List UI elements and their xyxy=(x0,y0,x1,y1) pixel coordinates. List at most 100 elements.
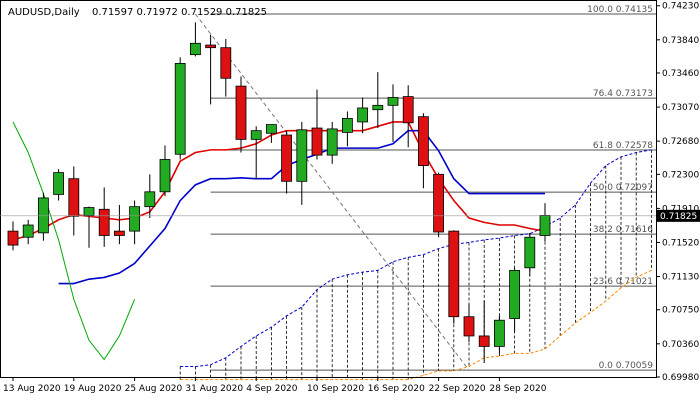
candle-body xyxy=(448,230,460,318)
candle xyxy=(220,38,232,97)
candle xyxy=(68,166,80,236)
x-tick-label: 4 Sep 2020 xyxy=(246,384,298,394)
current-price-label: 0.71825 xyxy=(660,212,697,222)
candle xyxy=(22,219,34,245)
fib-level-label: 100.0 0.74135 xyxy=(587,5,653,15)
candle xyxy=(83,206,95,248)
candle xyxy=(296,121,308,205)
indicator-line xyxy=(12,121,136,361)
candle xyxy=(38,192,49,241)
candle-body xyxy=(417,116,429,167)
candle-body xyxy=(250,130,262,140)
x-tick-label: 25 Aug 2020 xyxy=(125,384,183,394)
candle-body xyxy=(326,128,338,156)
candle-body xyxy=(478,335,490,347)
candle-body xyxy=(433,173,445,233)
candle xyxy=(144,174,156,219)
candle-body xyxy=(220,47,232,79)
candle xyxy=(387,84,399,143)
candle xyxy=(524,232,536,276)
candle xyxy=(478,301,490,364)
candle xyxy=(250,126,262,180)
candle-body xyxy=(53,172,64,195)
candle-body xyxy=(189,42,201,56)
trend-line xyxy=(195,13,470,371)
cloud-upper-line xyxy=(180,149,652,368)
x-tick-label: 16 Sep 2020 xyxy=(368,384,425,394)
ohlc-readout: 0.71597 0.71972 0.71529 0.71825 xyxy=(92,7,267,18)
candle xyxy=(539,203,551,242)
y-tick-label: 0.70360 xyxy=(662,340,699,350)
candle-body xyxy=(144,191,156,208)
y-tick-label: 0.72680 xyxy=(662,137,699,147)
candle xyxy=(53,169,64,201)
candle xyxy=(357,97,369,134)
candle-body xyxy=(114,230,125,236)
candle xyxy=(265,124,277,143)
fib-level-label: 23.6 0.71021 xyxy=(593,277,653,287)
candle-body xyxy=(539,214,551,236)
y-tick-label: 0.71130 xyxy=(662,273,699,283)
candle-body xyxy=(311,127,323,156)
candle xyxy=(7,221,19,251)
candle xyxy=(448,230,460,324)
candle-body xyxy=(341,118,353,133)
current-price-box xyxy=(657,209,700,222)
candle xyxy=(311,89,323,160)
x-tick-label: 28 Sep 2020 xyxy=(489,384,546,394)
x-tick-label: 31 Aug 2020 xyxy=(185,384,243,394)
fib-level-label: 0.0 0.70059 xyxy=(599,361,654,371)
y-tick-label: 0.73460 xyxy=(662,69,699,79)
x-tick-label: 10 Sep 2020 xyxy=(307,384,364,394)
candle xyxy=(98,187,110,247)
candle-body xyxy=(524,236,536,269)
candle-body xyxy=(159,159,171,193)
cloud-lower-line xyxy=(180,269,652,381)
candle-body xyxy=(265,124,277,134)
candle xyxy=(509,267,521,332)
candle-body xyxy=(83,207,95,216)
indicator-line xyxy=(12,121,546,241)
y-tick-label: 0.71520 xyxy=(662,238,699,248)
fib-level-label: 61.8 0.72578 xyxy=(593,141,653,151)
candle xyxy=(114,204,125,245)
y-tick-label: 0.70750 xyxy=(662,306,699,316)
candle-body xyxy=(68,178,80,217)
candle xyxy=(372,72,384,129)
y-tick-label: 0.73070 xyxy=(662,103,699,113)
y-tick-label: 0.74230 xyxy=(662,2,699,12)
y-tick-label: 0.69980 xyxy=(662,373,699,383)
candle-body xyxy=(296,129,308,182)
candle xyxy=(493,315,505,354)
candle-body xyxy=(387,97,399,106)
y-tick-label: 0.72300 xyxy=(662,170,699,180)
y-tick-label: 0.71910 xyxy=(662,204,699,214)
candle-body xyxy=(372,104,384,111)
y-tick-label: 0.73840 xyxy=(662,36,699,46)
candle-body xyxy=(509,270,521,319)
candle xyxy=(402,85,414,148)
fib-level-label: 38.2 0.71616 xyxy=(593,225,653,235)
x-tick-label: 13 Aug 2020 xyxy=(3,384,61,394)
candle-body xyxy=(205,44,217,49)
candle-body xyxy=(463,316,475,337)
candle-body xyxy=(22,224,34,238)
candle xyxy=(433,172,445,238)
candle-body xyxy=(281,134,293,182)
fib-level-label: 50.0 0.72097 xyxy=(593,183,653,193)
candle-body xyxy=(7,230,19,246)
candle xyxy=(129,200,141,245)
candle xyxy=(205,34,217,105)
candle xyxy=(417,113,429,189)
candle xyxy=(189,22,201,57)
candle-body xyxy=(129,206,141,232)
x-tick-label: 19 Aug 2020 xyxy=(64,384,122,394)
fib-level-label: 76.4 0.73173 xyxy=(593,89,653,99)
candle xyxy=(235,76,247,153)
candle xyxy=(326,121,338,164)
x-tick-label: 22 Sep 2020 xyxy=(429,384,486,394)
candle xyxy=(159,145,171,197)
candle-body xyxy=(357,107,369,123)
